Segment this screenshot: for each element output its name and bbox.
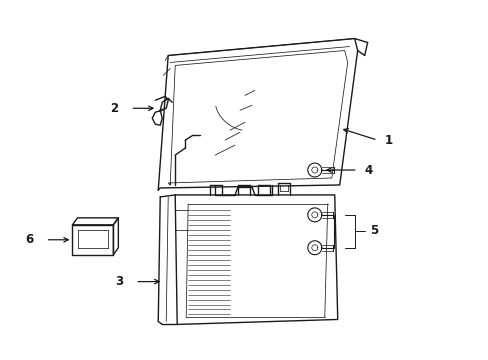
Text: 3: 3 bbox=[115, 275, 123, 288]
Text: 4: 4 bbox=[364, 163, 372, 176]
Text: 1: 1 bbox=[384, 134, 392, 147]
Text: 6: 6 bbox=[25, 233, 34, 246]
Text: 2: 2 bbox=[110, 102, 118, 115]
Text: 5: 5 bbox=[369, 224, 377, 237]
